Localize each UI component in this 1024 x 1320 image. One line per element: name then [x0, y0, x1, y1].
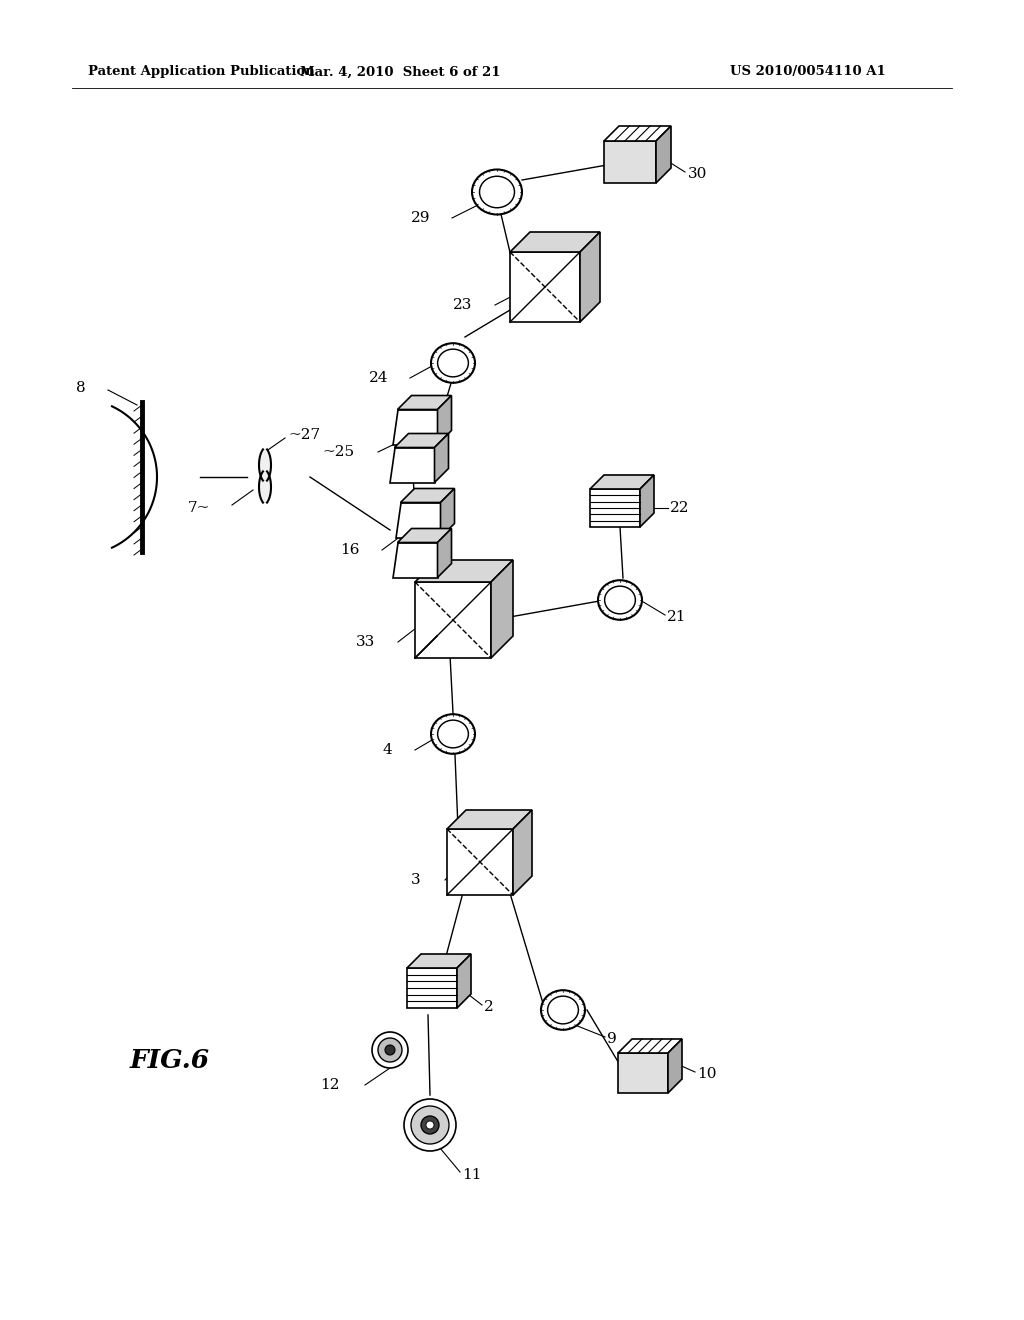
Ellipse shape: [411, 1106, 449, 1144]
Polygon shape: [604, 125, 671, 141]
Text: 11: 11: [462, 1168, 481, 1181]
Ellipse shape: [472, 169, 522, 214]
Ellipse shape: [598, 581, 642, 620]
Polygon shape: [440, 488, 455, 537]
Polygon shape: [447, 829, 513, 895]
Ellipse shape: [431, 714, 475, 754]
PathPatch shape: [259, 471, 271, 503]
Polygon shape: [580, 232, 600, 322]
Text: ~27: ~27: [288, 428, 321, 442]
Ellipse shape: [385, 1045, 395, 1055]
Text: ~25: ~25: [323, 445, 355, 459]
Polygon shape: [604, 141, 656, 183]
Polygon shape: [590, 475, 654, 488]
Polygon shape: [392, 543, 437, 578]
Polygon shape: [618, 1039, 682, 1053]
Polygon shape: [407, 954, 471, 968]
Text: 16: 16: [341, 543, 360, 557]
Text: 30: 30: [688, 168, 708, 181]
Polygon shape: [437, 396, 452, 445]
Text: 9: 9: [607, 1032, 616, 1045]
Ellipse shape: [421, 1115, 439, 1134]
Text: 33: 33: [355, 635, 375, 649]
Polygon shape: [490, 560, 513, 657]
Ellipse shape: [378, 1038, 402, 1063]
Polygon shape: [437, 528, 452, 578]
Ellipse shape: [426, 1121, 434, 1129]
Polygon shape: [457, 954, 471, 1008]
Text: 4: 4: [382, 743, 392, 756]
Text: 23: 23: [453, 298, 472, 312]
Ellipse shape: [372, 1032, 408, 1068]
Polygon shape: [392, 409, 437, 445]
Polygon shape: [397, 396, 452, 409]
Polygon shape: [407, 968, 457, 1008]
Polygon shape: [397, 528, 452, 543]
Polygon shape: [668, 1039, 682, 1093]
Polygon shape: [415, 582, 490, 657]
Text: 10: 10: [697, 1067, 717, 1081]
Polygon shape: [510, 252, 580, 322]
Polygon shape: [590, 488, 640, 527]
Polygon shape: [513, 810, 532, 895]
Text: 22: 22: [670, 502, 689, 515]
Polygon shape: [434, 433, 449, 483]
Text: 24: 24: [369, 371, 388, 385]
Polygon shape: [415, 560, 513, 582]
Ellipse shape: [404, 1100, 456, 1151]
Ellipse shape: [541, 990, 585, 1030]
Polygon shape: [394, 433, 449, 447]
Text: FIG.6: FIG.6: [130, 1048, 210, 1072]
Text: Mar. 4, 2010  Sheet 6 of 21: Mar. 4, 2010 Sheet 6 of 21: [300, 66, 501, 78]
Text: 21: 21: [667, 610, 686, 624]
Ellipse shape: [431, 343, 475, 383]
Polygon shape: [656, 125, 671, 183]
PathPatch shape: [259, 449, 271, 480]
Polygon shape: [618, 1053, 668, 1093]
Polygon shape: [510, 232, 600, 252]
Polygon shape: [447, 810, 532, 829]
Text: 2: 2: [484, 1001, 494, 1014]
Text: 29: 29: [411, 211, 430, 224]
Text: 8: 8: [77, 381, 86, 395]
Polygon shape: [395, 503, 440, 537]
Polygon shape: [389, 447, 434, 483]
Text: Patent Application Publication: Patent Application Publication: [88, 66, 314, 78]
Polygon shape: [640, 475, 654, 527]
Text: US 2010/0054110 A1: US 2010/0054110 A1: [730, 66, 886, 78]
Text: 12: 12: [321, 1078, 340, 1092]
Text: 3: 3: [411, 873, 420, 887]
Text: 7~: 7~: [187, 502, 210, 515]
Polygon shape: [400, 488, 455, 503]
